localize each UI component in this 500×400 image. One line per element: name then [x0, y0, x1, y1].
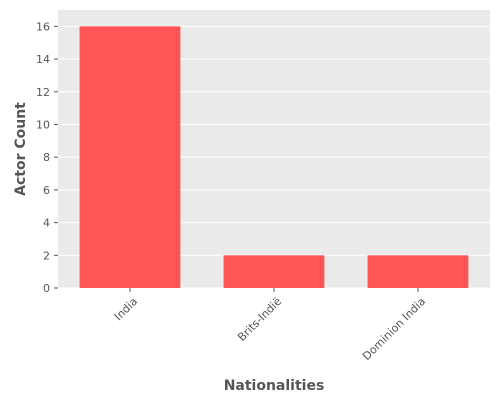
y-tick-label: 2: [43, 249, 50, 262]
bar: [223, 255, 325, 288]
y-tick-label: 14: [36, 53, 50, 66]
y-tick-label: 4: [43, 217, 50, 230]
y-axis-ticks: 0 2 4 6 8 10 12 14 16: [36, 20, 58, 295]
x-tick-label: India: [112, 295, 140, 323]
bar: [367, 255, 469, 288]
y-tick-label: 12: [36, 86, 50, 99]
y-axis-title: Actor Count: [13, 102, 29, 196]
y-tick-label: 16: [36, 20, 50, 33]
y-tick-label: 6: [43, 184, 50, 197]
y-tick-label: 8: [43, 151, 50, 164]
y-tick-label: 0: [43, 282, 50, 295]
x-tick-label: Brits-Indië: [235, 295, 284, 344]
y-tick-label: 10: [36, 118, 50, 131]
x-axis-title: Nationalities: [224, 378, 325, 394]
x-axis-ticks: India Brits-Indië Dominion India: [112, 288, 428, 363]
bars: [79, 26, 469, 289]
x-tick-label: Dominion India: [360, 295, 428, 363]
bar: [79, 26, 181, 289]
